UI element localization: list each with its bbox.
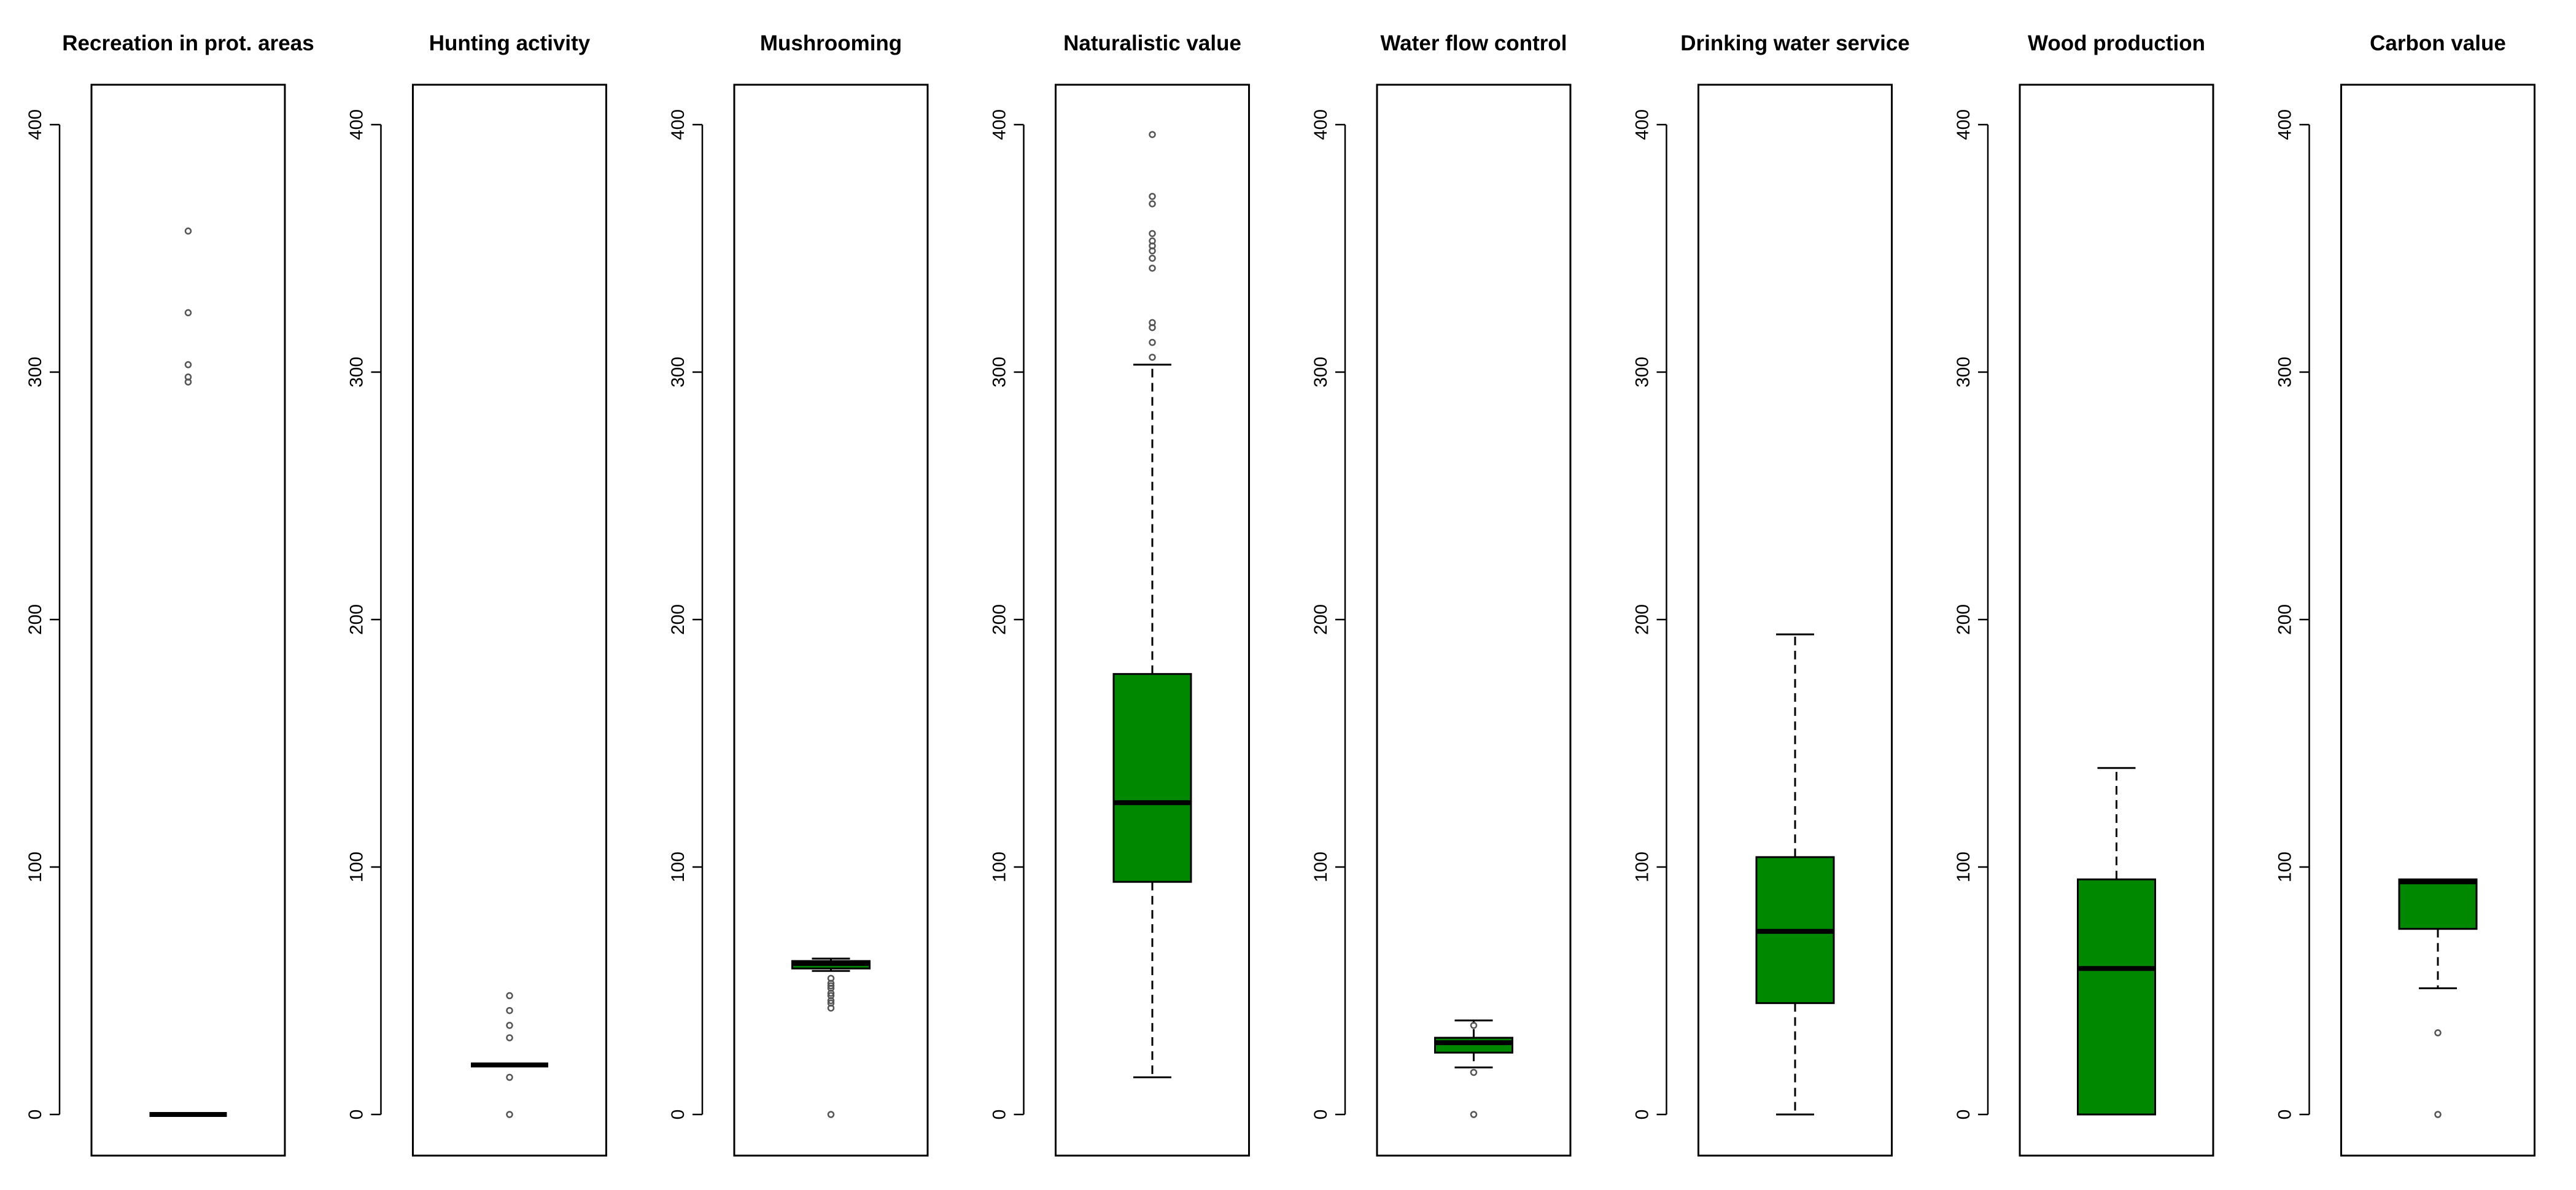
y-tick-label: 300	[2275, 357, 2295, 387]
outlier-point	[1149, 237, 1156, 245]
y-tick-label: 100	[25, 852, 45, 882]
panel-title: Wood production	[2028, 31, 2205, 55]
y-tick-label: 400	[1953, 109, 1974, 140]
outlier-point	[506, 1073, 513, 1081]
boxplot-panel: Wood production 0 100 200 300 400	[1953, 31, 2214, 1157]
y-tick-label: 400	[25, 109, 45, 140]
boxplot-panel: Recreation in prot. areas 0 100 200 300 400	[25, 31, 314, 1157]
y-tick-label: 300	[347, 357, 367, 387]
y-tick-label: 0	[1632, 1110, 1653, 1120]
plot-frame	[1376, 84, 1572, 1157]
y-tick-label: 300	[1953, 357, 1974, 387]
y-tick-label: 100	[1953, 852, 1974, 882]
boxplot-panel: Carbon value 0 100 200 300 400	[2275, 31, 2535, 1157]
plot-frame	[2019, 84, 2214, 1157]
y-tick-label: 100	[990, 852, 1010, 882]
outlier-point	[506, 992, 513, 1000]
y-tick-label: 400	[2275, 109, 2295, 140]
outlier-point	[827, 1111, 835, 1118]
panel-title: Mushrooming	[760, 31, 902, 55]
outlier-point	[1149, 354, 1156, 361]
y-tick-label: 0	[668, 1110, 688, 1120]
boxplot-panel: Water flow control 0 100 200 300 400	[1311, 31, 1572, 1157]
outlier-point	[184, 373, 192, 381]
plot-frame	[1697, 84, 1893, 1157]
plot-frame	[90, 84, 286, 1157]
y-tick-label: 100	[1311, 852, 1331, 882]
outlier-point	[506, 1022, 513, 1029]
outlier-point	[827, 992, 835, 1000]
y-tick-label: 400	[347, 109, 367, 140]
boxplot-panel: Hunting activity 0 100 200 300 400	[347, 31, 607, 1157]
outlier-point	[1149, 131, 1156, 138]
outlier-point	[1470, 1111, 1478, 1118]
y-tick-label: 100	[2275, 852, 2295, 882]
iqr-box	[2077, 878, 2156, 1116]
y-tick-label: 0	[347, 1110, 367, 1120]
y-tick-label: 0	[990, 1110, 1010, 1120]
y-tick-label: 400	[990, 109, 1010, 140]
outlier-point	[1149, 193, 1156, 200]
y-tick-label: 300	[25, 357, 45, 387]
outlier-point	[2434, 1111, 2442, 1118]
plot-frame	[2340, 84, 2535, 1157]
boxplot-panel: Naturalistic value 0 100 200 300 400	[990, 31, 1250, 1157]
outlier-point	[827, 982, 835, 990]
outlier-point	[1149, 200, 1156, 208]
y-tick-label: 200	[668, 604, 688, 635]
y-tick-label: 200	[2275, 604, 2295, 635]
y-tick-label: 0	[25, 1110, 45, 1120]
y-tick-label: 100	[347, 852, 367, 882]
y-tick-label: 200	[1953, 604, 1974, 635]
y-tick-label: 100	[1632, 852, 1653, 882]
y-tick-label: 400	[1632, 109, 1653, 140]
panel-title: Recreation in prot. areas	[62, 31, 314, 55]
y-tick-label: 300	[668, 357, 688, 387]
panel-title: Drinking water service	[1680, 31, 1910, 55]
outlier-point	[184, 227, 192, 235]
y-tick-label: 0	[2275, 1110, 2295, 1120]
y-tick-label: 300	[1311, 357, 1331, 387]
iqr-box	[1112, 673, 1192, 883]
outlier-point	[1149, 319, 1156, 327]
y-tick-label: 200	[990, 604, 1010, 635]
outlier-point	[1149, 264, 1156, 272]
outlier-point	[1149, 230, 1156, 238]
y-tick-label: 200	[347, 604, 367, 635]
boxplot-panel: Drinking water service 0 100 200 300 400	[1632, 31, 1910, 1157]
outlier-point	[506, 1111, 513, 1118]
outlier-point	[1149, 254, 1156, 262]
plot-frame	[1055, 84, 1250, 1157]
outlier-point	[506, 1006, 513, 1014]
y-tick-label: 200	[1311, 604, 1331, 635]
y-tick-label: 300	[990, 357, 1010, 387]
outlier-point	[1470, 1022, 1478, 1029]
outlier-point	[2434, 1029, 2442, 1036]
panel-title: Water flow control	[1381, 31, 1567, 55]
y-tick-label: 400	[668, 109, 688, 140]
plot-frame	[412, 84, 607, 1157]
panel-title: Naturalistic value	[1063, 31, 1241, 55]
y-tick-label: 100	[668, 852, 688, 882]
y-tick-label: 300	[1632, 357, 1653, 387]
y-tick-label: 200	[1632, 604, 1653, 635]
y-tick-label: 0	[1953, 1110, 1974, 1120]
y-tick-label: 400	[1311, 109, 1331, 140]
y-tick-label: 200	[25, 604, 45, 635]
outlier-point	[184, 361, 192, 368]
iqr-box	[1434, 1036, 1513, 1054]
outlier-point	[1149, 338, 1156, 346]
plot-frame	[733, 84, 929, 1157]
outlier-point	[506, 1034, 513, 1041]
outlier-point	[827, 974, 835, 982]
outlier-point	[184, 309, 192, 317]
outlier-point	[1470, 1068, 1478, 1076]
outlier-point	[827, 999, 835, 1007]
panel-title: Carbon value	[2370, 31, 2506, 55]
y-tick-label: 0	[1311, 1110, 1331, 1120]
panel-title: Hunting activity	[429, 31, 591, 55]
boxplot-panel: Mushrooming 0 100 200 300 400	[668, 31, 929, 1157]
iqr-box	[2398, 878, 2478, 930]
